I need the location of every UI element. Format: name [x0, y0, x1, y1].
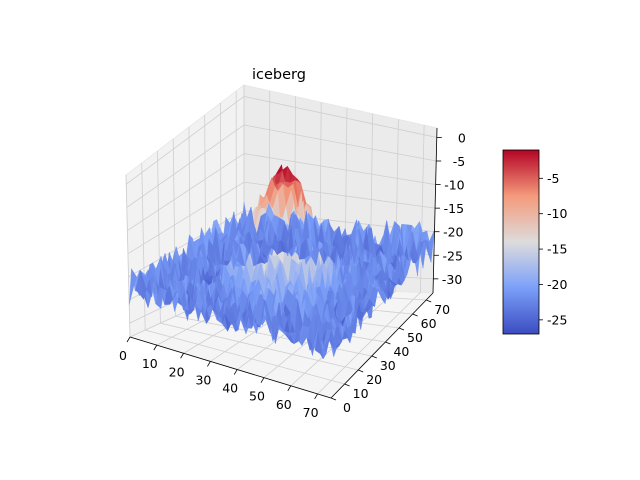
colorbar-tick-label: -5	[547, 171, 559, 186]
x-tick-label: 40	[222, 381, 238, 396]
x-tick-label: 0	[119, 348, 127, 363]
x-tick-mark	[233, 369, 238, 375]
x-tick-mark	[180, 353, 184, 359]
colorbar-tick-label: -10	[547, 206, 567, 221]
x-tick-mark	[260, 377, 265, 383]
z-tick-label: -10	[444, 178, 464, 193]
z-tick-label: -15	[444, 201, 464, 216]
x-tick-label: 70	[303, 405, 319, 420]
z-grid-line	[127, 153, 436, 231]
colorbar: -25 -20 -15 -10 -5	[502, 149, 567, 335]
surface-patch	[129, 268, 138, 305]
z-tick-label: 0	[458, 130, 466, 145]
y-tick-label: 20	[366, 372, 382, 387]
x-axis-line	[129, 336, 332, 399]
colorbar-tick-label: -20	[547, 277, 567, 292]
y-tick-label: 50	[407, 330, 423, 345]
x-tick-label: 10	[142, 356, 158, 371]
z-grid-line	[126, 124, 437, 208]
y-axis-line	[330, 292, 434, 399]
x-grid-line	[317, 125, 425, 395]
z-axis-ticks: -30 -25 -20 -15 -10 -5 0	[433, 130, 466, 287]
chart-title: iceberg	[252, 67, 306, 83]
y-tick-mark	[358, 369, 364, 373]
y-grid-line	[141, 162, 345, 385]
surface-plot	[129, 164, 435, 360]
y-tick-mark	[330, 397, 337, 401]
x-axis-ticks: 0 10 20 30 40 50 60 70	[119, 336, 319, 420]
z-tick-label: -30	[442, 272, 462, 287]
x-tick-mark	[126, 336, 131, 343]
y-tick-label: 10	[353, 386, 369, 401]
y-tick-mark	[426, 299, 432, 303]
y-tick-mark	[412, 313, 418, 317]
y-tick-label: 70	[434, 302, 450, 317]
y-tick-label: 0	[343, 400, 351, 415]
colorbar-tick-label: -25	[547, 312, 567, 327]
x-tick-label: 50	[249, 389, 265, 404]
y-grid-line	[172, 138, 372, 357]
axis-lines	[129, 127, 438, 399]
y-tick-mark	[371, 355, 377, 359]
y-tick-mark	[344, 383, 350, 387]
y-grid-line	[157, 150, 359, 371]
x-tick-label: 20	[169, 364, 185, 379]
z-grid-line	[127, 181, 436, 255]
z-axis-line	[432, 127, 438, 294]
y-tick-label: 30	[380, 358, 396, 373]
colorbar-gradient	[502, 149, 540, 335]
x-tick-label: 60	[276, 397, 292, 412]
x-tick-mark	[153, 344, 158, 351]
y-tick-mark	[385, 341, 391, 345]
z-tick-label: -20	[443, 225, 463, 240]
x-tick-mark	[287, 385, 292, 392]
z-grid-line	[125, 95, 437, 185]
colorbar-ticks: -25 -20 -15 -10 -5	[539, 171, 567, 327]
z-tick-label: -5	[453, 154, 465, 169]
z-tick-label: -25	[442, 248, 462, 263]
x-tick-mark	[207, 361, 211, 367]
x-tick-label: 30	[195, 372, 211, 387]
y-tick-label: 60	[421, 316, 437, 331]
x-tick-mark	[314, 393, 318, 400]
y-tick-label: 40	[393, 344, 409, 359]
y-tick-mark	[398, 327, 405, 331]
colorbar-tick-label: -15	[547, 242, 567, 257]
